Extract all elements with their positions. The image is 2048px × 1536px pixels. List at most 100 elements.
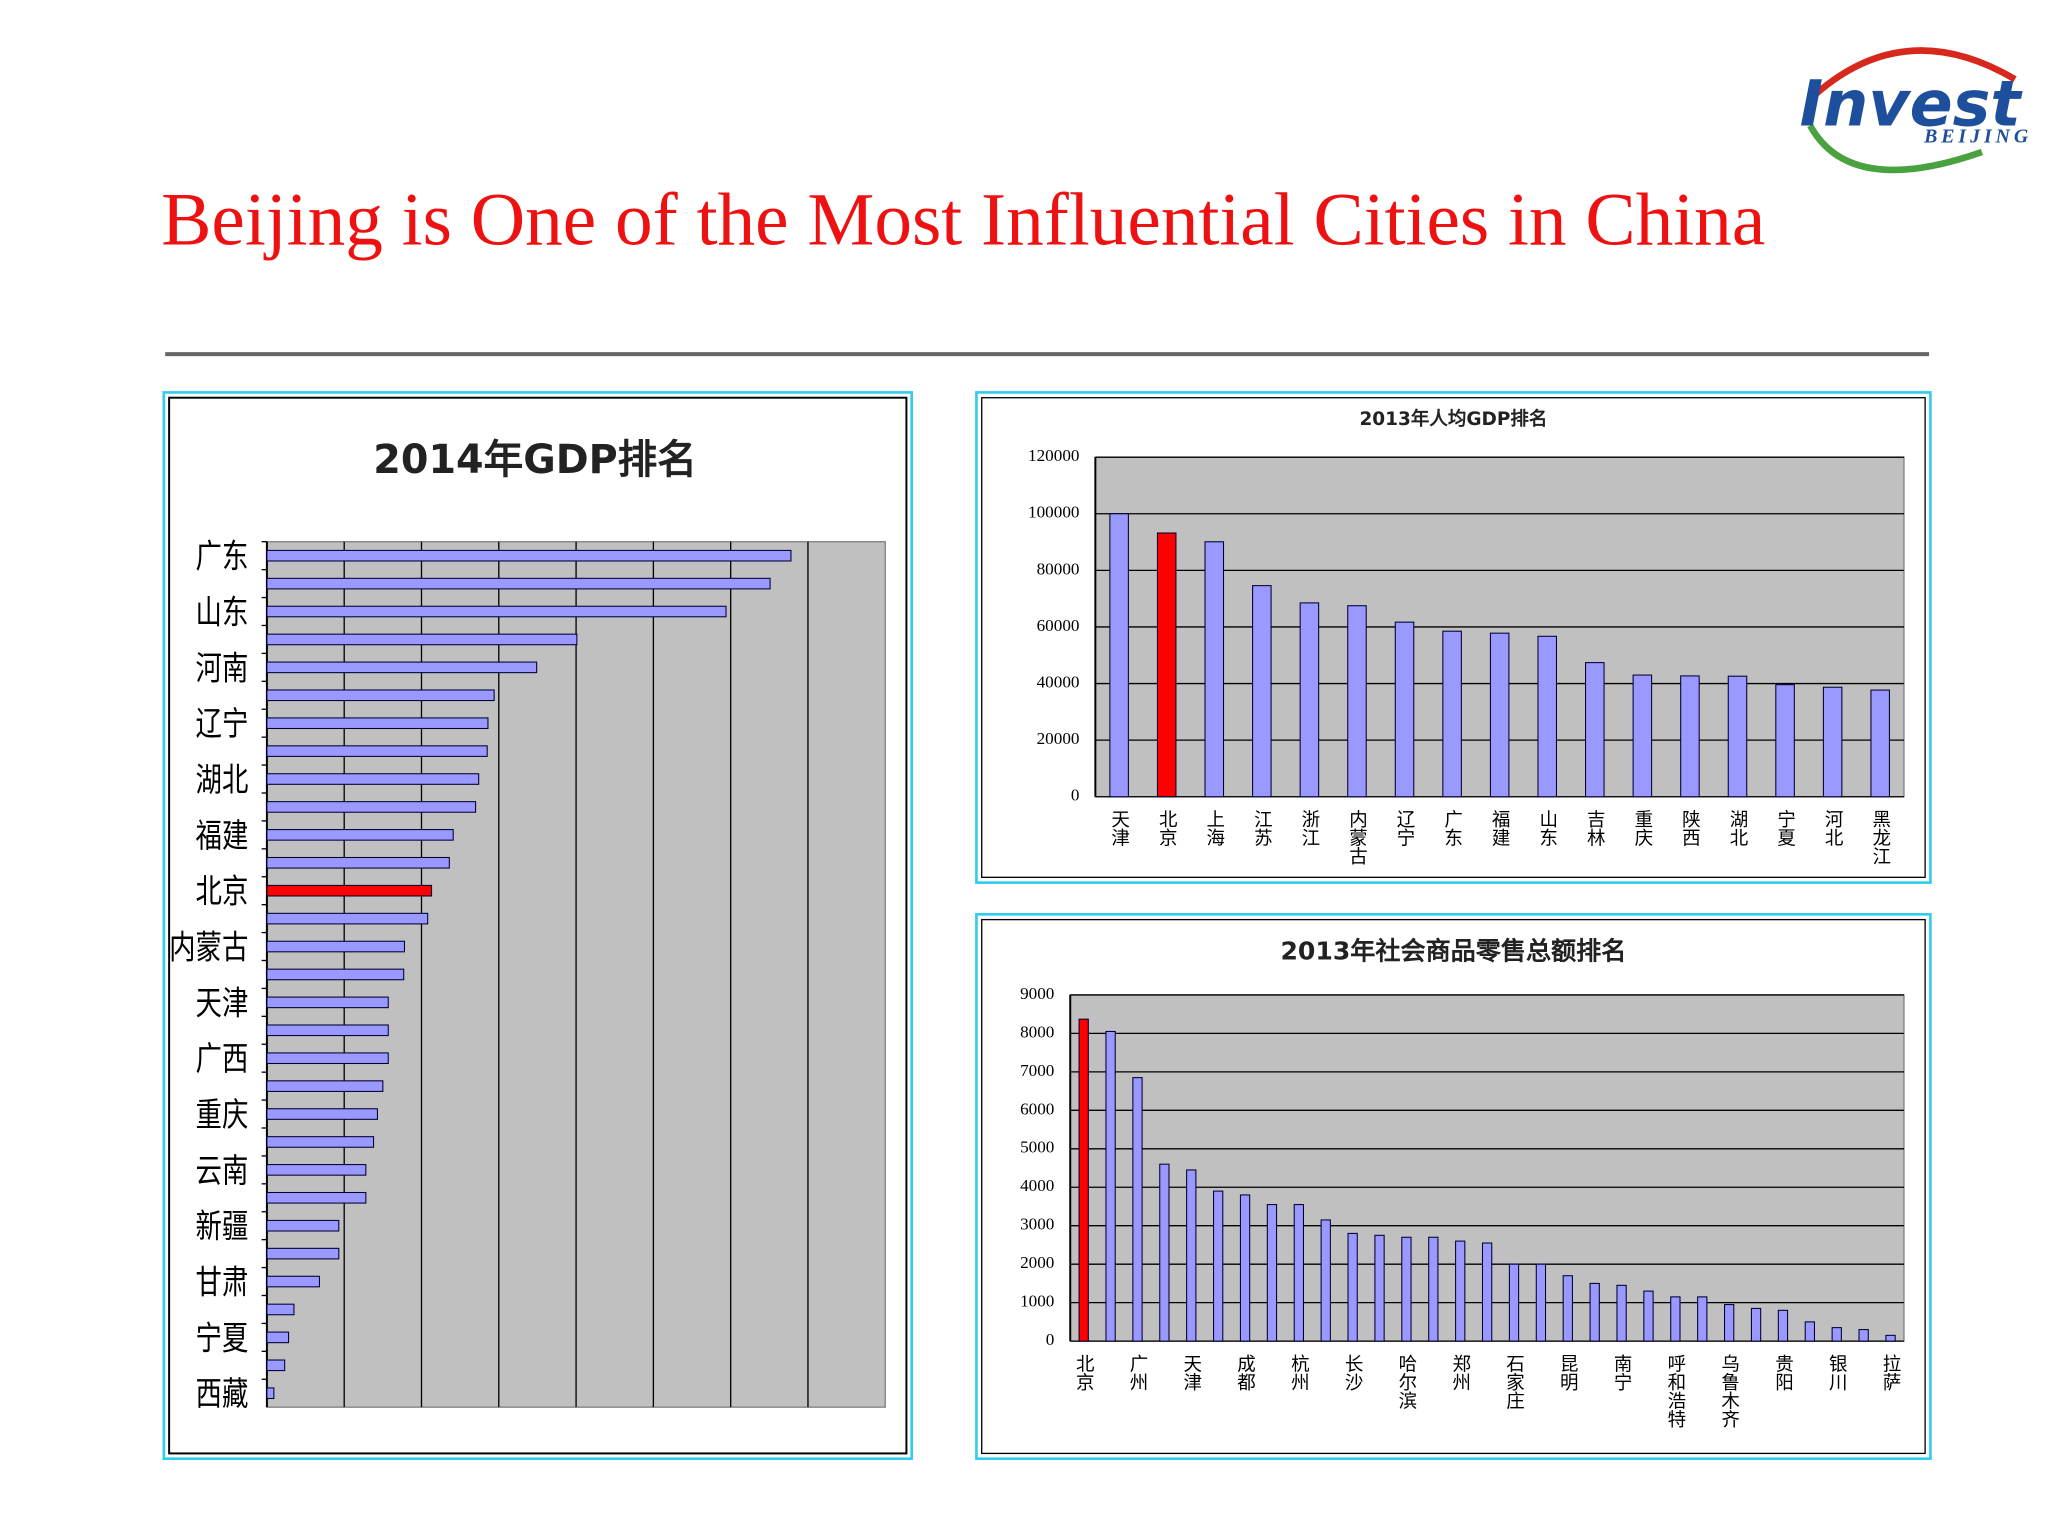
bar xyxy=(1727,675,1748,798)
x-tick-label: 郑州 xyxy=(1450,1354,1471,1391)
bar xyxy=(266,661,538,674)
x-tick-label: 杭州 xyxy=(1288,1354,1309,1391)
bar xyxy=(1680,675,1700,798)
bar xyxy=(266,884,433,897)
bar xyxy=(266,1247,340,1260)
bar xyxy=(266,1164,367,1176)
y-tick-label: 9000 xyxy=(1020,984,1054,1003)
bar xyxy=(266,1219,340,1232)
bar xyxy=(1885,1334,1896,1342)
chart-title: 2013年人均GDP排名 xyxy=(1359,408,1547,430)
bar xyxy=(1455,1240,1466,1342)
y-tick-label: 3000 xyxy=(1020,1215,1054,1234)
bar xyxy=(266,1108,378,1120)
bar xyxy=(1822,686,1843,798)
bar xyxy=(1109,513,1129,798)
bar xyxy=(1775,684,1795,798)
y-tick-label: 广西 xyxy=(196,1040,249,1079)
y-tick-label: 天津 xyxy=(196,985,249,1024)
chart-title: 2014年GDP排名 xyxy=(373,437,697,483)
x-tick-label: 江苏 xyxy=(1251,810,1272,847)
bar xyxy=(1156,532,1177,798)
bar xyxy=(266,1136,375,1148)
y-tick-label: 宁夏 xyxy=(196,1320,249,1359)
y-tick-label: 5000 xyxy=(1020,1138,1054,1157)
bar xyxy=(266,1303,295,1316)
x-tick-label: 拉萨 xyxy=(1880,1354,1901,1391)
bar xyxy=(1804,1321,1816,1342)
bar xyxy=(1252,585,1272,798)
bar xyxy=(1643,1290,1654,1342)
bar xyxy=(1777,1309,1789,1342)
bar xyxy=(266,801,477,813)
bar xyxy=(1870,689,1890,798)
bar xyxy=(1585,662,1605,798)
x-tick-label: 吉林 xyxy=(1584,810,1605,847)
panel-border xyxy=(981,918,1926,1455)
y-tick-label: 0 xyxy=(1071,786,1080,805)
bar xyxy=(1213,1190,1224,1342)
bar xyxy=(266,633,578,646)
bar xyxy=(1320,1219,1331,1342)
x-tick-label: 成都 xyxy=(1235,1354,1256,1391)
bar xyxy=(266,1275,320,1288)
y-tick-label: 湖北 xyxy=(196,761,249,800)
bar xyxy=(266,968,405,981)
bar xyxy=(266,829,454,841)
bar xyxy=(266,717,489,730)
slide-title: Beijing is One of the Most Influential C… xyxy=(161,178,1765,261)
bar xyxy=(266,745,488,757)
bar xyxy=(1537,635,1558,798)
bar xyxy=(1401,1236,1412,1342)
x-tick-label: 天津 xyxy=(1109,810,1130,847)
x-tick-label: 山东 xyxy=(1537,810,1558,847)
y-tick-label: 北京 xyxy=(196,873,249,912)
panel-border xyxy=(168,396,908,1455)
bar xyxy=(1858,1329,1869,1342)
panel-border xyxy=(981,397,1926,878)
bar xyxy=(266,856,450,869)
logo-arc xyxy=(1807,123,1984,174)
bar xyxy=(266,577,771,590)
x-tick-label: 长沙 xyxy=(1342,1354,1363,1391)
y-tick-label: 福建 xyxy=(196,817,249,856)
bar xyxy=(266,689,495,702)
logo-arc xyxy=(1807,47,2017,102)
x-tick-label: 内蒙古 xyxy=(1346,810,1367,865)
x-tick-label: 石家庄 xyxy=(1504,1354,1525,1409)
bar xyxy=(1078,1018,1089,1342)
bar xyxy=(1105,1030,1116,1342)
x-tick-label: 北京 xyxy=(1156,810,1177,848)
y-tick-label: 1000 xyxy=(1020,1292,1054,1311)
y-tick-label: 7000 xyxy=(1020,1061,1054,1080)
bar xyxy=(1204,541,1225,798)
bar xyxy=(1428,1236,1439,1342)
bar xyxy=(1535,1263,1547,1342)
bar xyxy=(266,1331,290,1344)
logo: Invest BEIJING xyxy=(1800,47,2032,174)
bar xyxy=(1562,1275,1573,1342)
y-tick-label: 山东 xyxy=(196,594,249,633)
x-tick-label: 辽宁 xyxy=(1394,810,1415,847)
bar xyxy=(266,605,727,618)
bar xyxy=(1442,630,1462,798)
bar xyxy=(1266,1204,1278,1342)
bar xyxy=(266,1052,389,1065)
y-tick-label: 河南 xyxy=(196,650,249,689)
x-tick-label: 河北 xyxy=(1822,810,1843,847)
y-tick-label: 新疆 xyxy=(196,1208,249,1247)
x-tick-label: 北京 xyxy=(1073,1354,1094,1392)
y-tick-label: 20000 xyxy=(1037,729,1080,748)
logo-sub: BEIJING xyxy=(1923,126,2032,148)
y-tick-label: 40000 xyxy=(1037,672,1080,691)
x-tick-label: 南宁 xyxy=(1611,1354,1632,1391)
y-tick-label: 0 xyxy=(1046,1330,1055,1349)
y-tick-label: 西藏 xyxy=(196,1375,249,1414)
bar xyxy=(266,773,480,785)
bar xyxy=(266,1080,384,1092)
bar xyxy=(1347,1232,1358,1342)
y-tick-label: 4000 xyxy=(1020,1176,1054,1195)
bar xyxy=(266,1191,367,1204)
